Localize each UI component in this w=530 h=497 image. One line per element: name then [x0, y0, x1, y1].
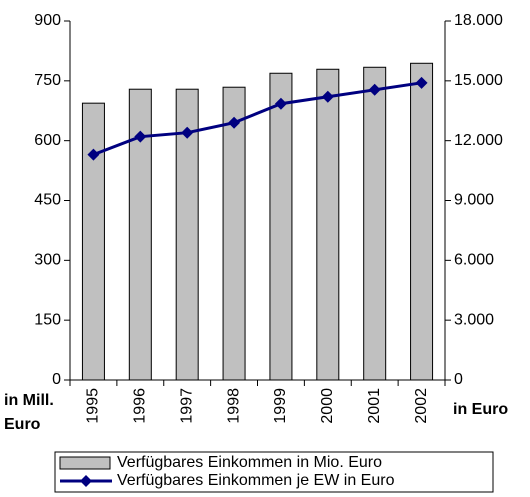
- legend-label: Verfügbares Einkommen in Mio. Euro: [117, 454, 382, 471]
- line-marker: [87, 148, 100, 161]
- x-tick-label: 2002: [413, 388, 430, 424]
- y-tick-label: 0: [52, 371, 61, 388]
- x-tick-label: 1995: [85, 388, 102, 424]
- x-tick-label: 2001: [366, 388, 383, 424]
- y2-tick-label: 18.000: [454, 12, 503, 29]
- y2-axis-label: in Euro: [453, 401, 509, 418]
- y-tick-label: 300: [34, 252, 61, 269]
- x-tick-label: 1996: [132, 388, 149, 424]
- x-tick-label: 1997: [178, 388, 195, 424]
- y-tick-label: 150: [34, 311, 61, 328]
- x-tick-label: 1999: [272, 388, 289, 424]
- legend-swatch: [59, 456, 111, 470]
- bar: [410, 62, 434, 381]
- bar: [363, 66, 387, 381]
- y-tick-label: 750: [34, 72, 61, 89]
- y-tick-label: 450: [34, 192, 61, 209]
- bar: [222, 86, 246, 381]
- y2-tick-label: 0: [454, 371, 463, 388]
- line-marker: [181, 126, 194, 139]
- line-marker: [321, 90, 334, 103]
- bar: [269, 72, 293, 381]
- line: [92, 81, 422, 157]
- bar: [128, 88, 152, 381]
- line-marker: [415, 76, 428, 89]
- legend-marker: [80, 475, 92, 487]
- line-marker: [228, 116, 241, 129]
- y2-tick-label: 9.000: [454, 192, 494, 209]
- line-marker: [274, 97, 287, 110]
- y2-tick-label: 12.000: [454, 132, 503, 149]
- y-tick-label: 600: [34, 132, 61, 149]
- x-tick-label: 1998: [225, 388, 242, 424]
- y-axis-label: in Mill. Euro: [4, 392, 54, 433]
- y2-tick-label: 3.000: [454, 311, 494, 328]
- y2-tick-label: 6.000: [454, 252, 494, 269]
- bar: [81, 102, 105, 381]
- legend-label: Verfügbares Einkommen je EW in Euro: [117, 472, 395, 489]
- x-tick-label: 2000: [319, 388, 336, 424]
- line-marker: [134, 130, 147, 143]
- bar: [175, 88, 199, 381]
- line-marker: [368, 83, 381, 96]
- bar: [316, 68, 340, 381]
- y2-tick-label: 15.000: [454, 72, 503, 89]
- legend-box: [54, 451, 494, 493]
- y-tick-label: 900: [34, 12, 61, 29]
